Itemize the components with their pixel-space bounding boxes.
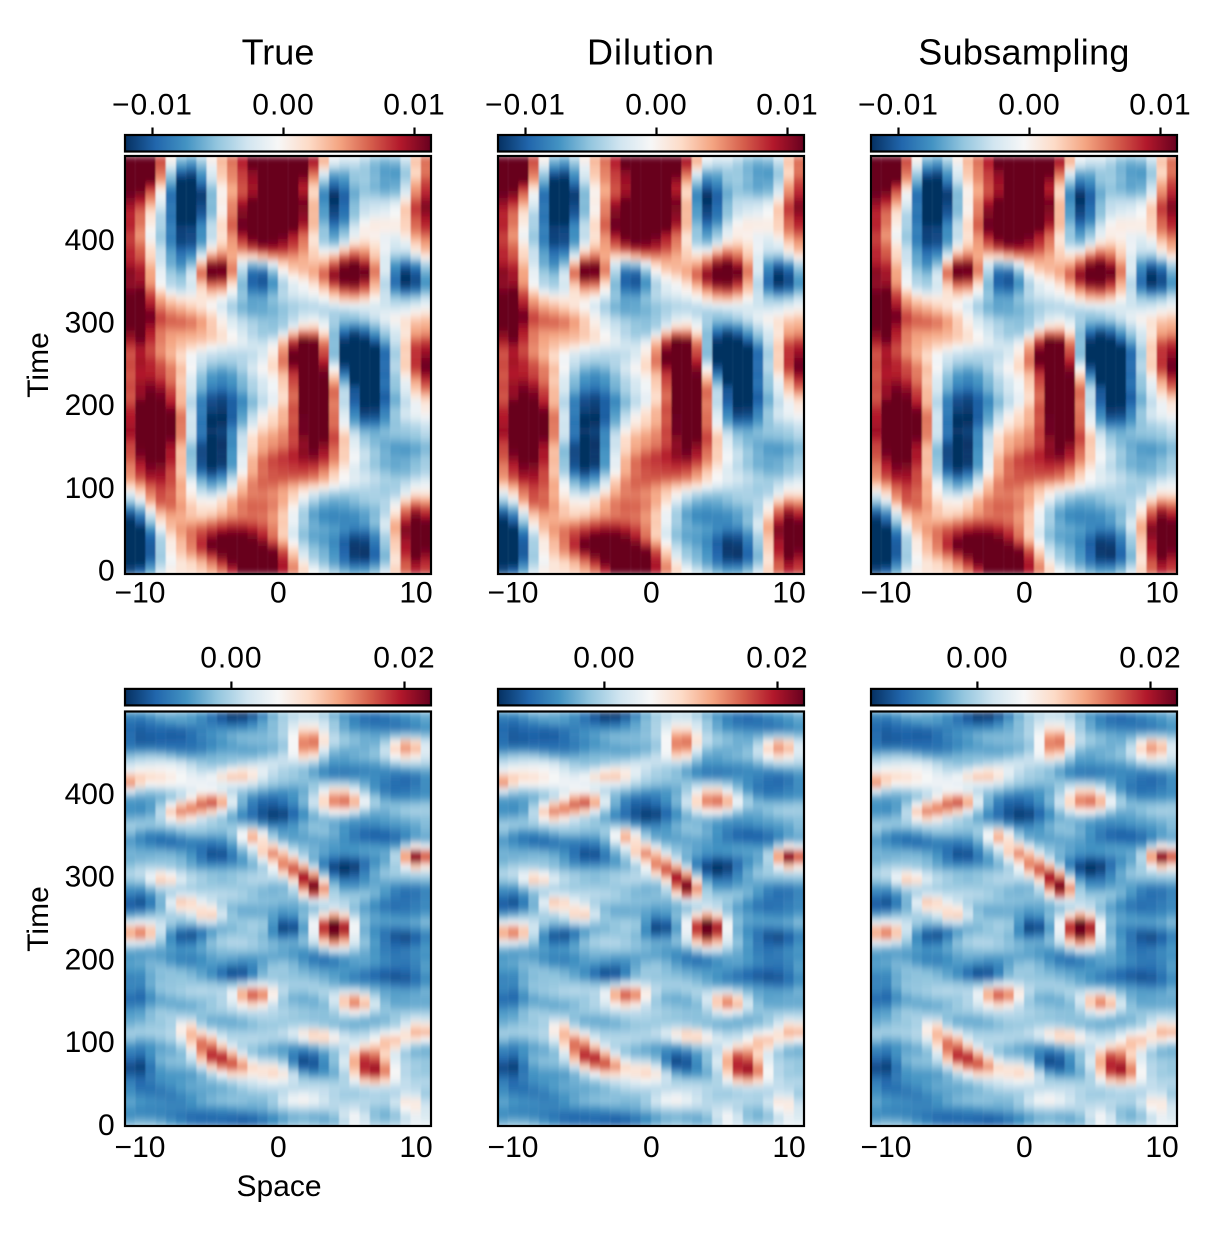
svg-text:Subsampling: Subsampling	[918, 32, 1129, 73]
svg-text:Dilution: Dilution	[587, 32, 715, 73]
svg-text:0.01: 0.01	[1129, 89, 1191, 122]
svg-text:0: 0	[1016, 1131, 1033, 1164]
svg-text:0: 0	[98, 554, 115, 587]
svg-text:10: 10	[772, 1131, 805, 1164]
svg-text:−10: −10	[861, 1131, 912, 1164]
svg-text:−0.01: −0.01	[112, 89, 193, 122]
svg-text:10: 10	[1145, 1131, 1178, 1164]
svg-text:0: 0	[270, 1131, 287, 1164]
svg-text:0.00: 0.00	[200, 642, 262, 675]
svg-text:10: 10	[772, 577, 805, 610]
svg-text:400: 400	[65, 224, 115, 257]
svg-text:Time: Time	[22, 332, 55, 398]
svg-text:0.01: 0.01	[383, 89, 445, 122]
svg-text:300: 300	[65, 861, 115, 894]
svg-text:200: 200	[65, 943, 115, 976]
svg-text:0.02: 0.02	[1119, 642, 1181, 675]
svg-text:0.02: 0.02	[746, 642, 808, 675]
svg-text:0.00: 0.00	[573, 642, 635, 675]
svg-text:0.00: 0.00	[946, 642, 1008, 675]
svg-text:−0.01: −0.01	[485, 89, 566, 122]
svg-text:0: 0	[643, 1131, 660, 1164]
svg-text:200: 200	[65, 389, 115, 422]
svg-text:0: 0	[1016, 577, 1033, 610]
svg-text:10: 10	[1145, 577, 1178, 610]
svg-text:−10: −10	[115, 1131, 166, 1164]
svg-text:10: 10	[399, 577, 432, 610]
svg-text:100: 100	[65, 472, 115, 505]
svg-text:Time: Time	[22, 886, 55, 952]
svg-text:−0.01: −0.01	[858, 89, 939, 122]
svg-text:−10: −10	[488, 1131, 539, 1164]
svg-text:400: 400	[65, 778, 115, 811]
svg-text:0.00: 0.00	[998, 89, 1060, 122]
svg-text:0: 0	[98, 1109, 115, 1142]
svg-text:0.00: 0.00	[252, 89, 314, 122]
svg-text:300: 300	[65, 307, 115, 340]
svg-text:0.02: 0.02	[373, 642, 435, 675]
svg-text:100: 100	[65, 1026, 115, 1059]
svg-text:10: 10	[399, 1131, 432, 1164]
svg-text:−10: −10	[115, 577, 166, 610]
svg-text:0.01: 0.01	[756, 89, 818, 122]
svg-text:Space: Space	[236, 1170, 321, 1203]
svg-text:0: 0	[643, 577, 660, 610]
svg-text:−10: −10	[488, 577, 539, 610]
svg-text:0.00: 0.00	[625, 89, 687, 122]
svg-text:True: True	[242, 32, 315, 73]
svg-text:0: 0	[270, 577, 287, 610]
svg-text:−10: −10	[861, 577, 912, 610]
